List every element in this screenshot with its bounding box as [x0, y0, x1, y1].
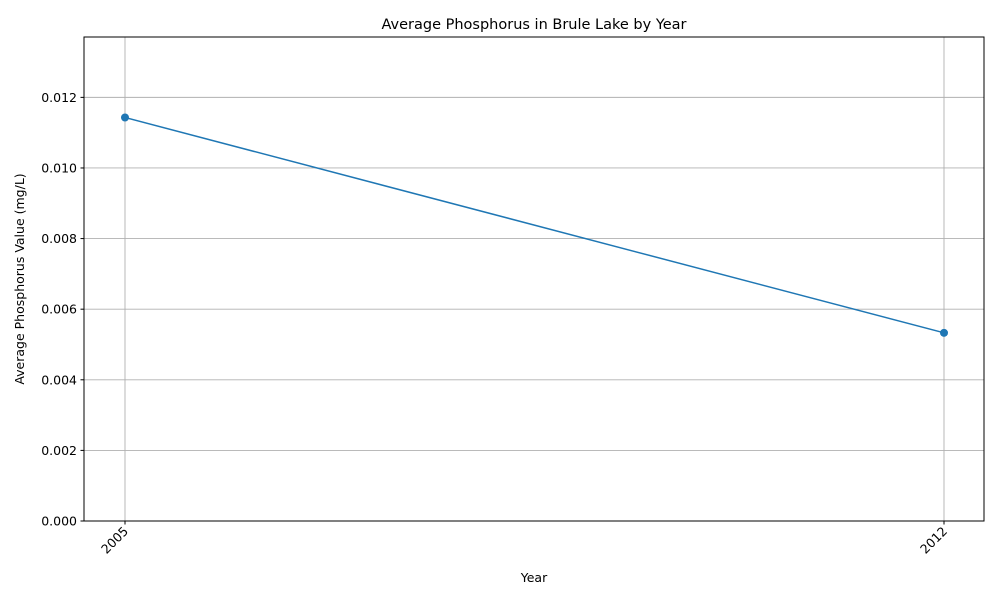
data-point [940, 328, 948, 337]
ticks: 0.000 0.002 0.004 0.006 0.008 0.010 0.012 2005 2… [41, 90, 950, 557]
y-tick-label: 0.006 [41, 302, 77, 317]
x-tick-label: 2012 [917, 524, 950, 557]
x-tick-label: 2005 [98, 524, 131, 557]
y-tick-label: 0.002 [41, 443, 77, 458]
plot-frame [83, 36, 985, 522]
y-tick-label: 0.010 [41, 160, 77, 175]
x-axis-label: Year [520, 570, 548, 585]
series-line [124, 116, 945, 334]
chart-title: Average Phosphorus in Brule Lake by Year [381, 17, 686, 33]
y-tick-label: 0.000 [41, 514, 77, 529]
y-tick-label: 0.004 [41, 372, 77, 387]
y-axis-label: Average Phosphorus Value (mg/L) [12, 173, 27, 384]
grid [84, 37, 984, 522]
y-tick-label: 0.008 [41, 231, 77, 246]
series-layer [121, 113, 948, 337]
data-point [121, 113, 129, 122]
y-tick-label: 0.012 [41, 90, 77, 105]
